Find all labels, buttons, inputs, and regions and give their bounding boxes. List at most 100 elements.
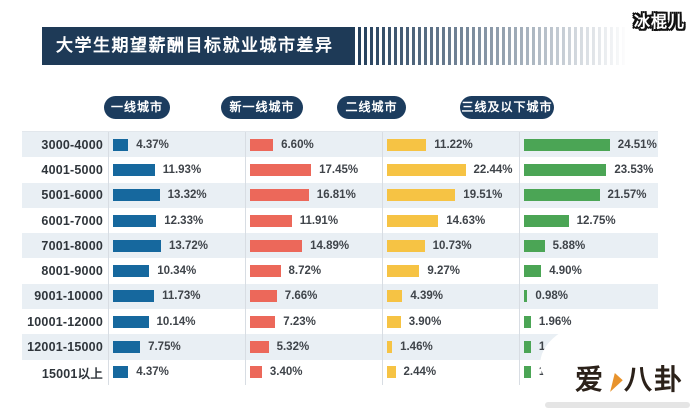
salary-range-label: 12001-15000 [27, 340, 103, 355]
percentage-bar [387, 366, 396, 379]
bar-cell: 7.66% [245, 283, 382, 310]
percentage-value: 11.93% [162, 163, 202, 176]
page-title: 大学生期望薪酬目标就业城市差异 [42, 27, 352, 65]
percentage-value: 4.39% [410, 290, 443, 303]
legend-pill-tier3-below: 三线及以下城市 [460, 96, 554, 119]
watermark-text-part1: 爱 [574, 364, 605, 395]
percentage-value: 9.27% [427, 265, 460, 278]
percentage-value: 5.32% [276, 341, 310, 354]
percentage-bar [387, 265, 420, 278]
percentage-bar [113, 189, 160, 202]
table-row: 8001-9000 10.34% 8.72% 9.27% 4.90% [22, 258, 658, 284]
salary-range-label: 5001-6000 [41, 188, 103, 203]
percentage-bar [113, 290, 155, 303]
percentage-bar [387, 138, 427, 151]
percentage-value: 0.98% [535, 290, 568, 303]
percentage-bar [250, 163, 312, 176]
bar-cell: 23.53% [519, 157, 656, 183]
percentage-bar [524, 290, 528, 303]
bar-cell: 11.73% [108, 283, 245, 310]
bar-cell: 1.46% [382, 334, 519, 360]
table-row: 3000-4000 4.37% 6.60% 11.22% 24.51% [22, 132, 658, 158]
percentage-value: 3.90% [408, 315, 442, 328]
salary-range-label: 6001-7000 [41, 213, 103, 228]
percentage-bar [250, 189, 309, 202]
table-row: 7001-8000 13.72% 14.89% 10.73% 5.88% [22, 233, 658, 259]
percentage-value: 17.45% [319, 163, 359, 176]
percentage-bar [387, 290, 403, 303]
table-row: 4001-5000 11.93% 17.45% 22.44% 23.53% [22, 157, 658, 183]
bar-cell: 8.72% [245, 258, 382, 284]
bar-cell: 1.96% [519, 309, 656, 335]
percentage-value: 23.53% [614, 163, 654, 176]
bar-cell: 4.37% [108, 132, 245, 158]
bar-cell: 2.44% [382, 359, 519, 385]
bar-cell: 4.90% [519, 258, 656, 284]
bar-cell: 12.75% [519, 207, 656, 234]
percentage-value: 2.44% [403, 366, 437, 379]
bar-cell: 9.27% [382, 258, 519, 284]
percentage-value: 11.73% [162, 290, 201, 303]
percentage-value: 4.37% [136, 366, 169, 379]
bar-cell: 10.14% [108, 309, 245, 335]
percentage-value: 22.44% [473, 163, 513, 176]
percentage-bar [387, 189, 456, 202]
bar-cell: 3.40% [245, 359, 382, 385]
percentage-bar [113, 265, 150, 278]
bar-cell: 11.91% [245, 207, 382, 234]
bar-cell: 19.51% [382, 182, 519, 208]
bar-cell: 10.73% [382, 233, 519, 259]
bar-cell: 3.90% [382, 309, 519, 335]
percentage-bar [524, 138, 610, 151]
percentage-value: 13.32% [167, 189, 207, 202]
percentage-bar [387, 239, 425, 252]
salary-range-label: 10001-12000 [27, 314, 103, 329]
bar-cell: 12.33% [108, 207, 245, 234]
percentage-value: 1.96% [538, 315, 572, 328]
percentage-value: 14.89% [310, 239, 350, 252]
salary-range-label: 9001-10000 [34, 289, 103, 304]
bar-cell: 13.72% [108, 233, 245, 259]
percentage-value: 11.22% [434, 138, 473, 151]
salary-range-label: 4001-5000 [41, 162, 103, 177]
percentage-value: 10.73% [432, 239, 472, 252]
watermark-text-part2: 八卦 [623, 364, 684, 395]
percentage-value: 11.91% [299, 214, 339, 227]
percentage-bar [387, 315, 401, 328]
bar-cell: 14.89% [245, 233, 382, 259]
percentage-bar [250, 138, 274, 151]
legend-pill-tier2: 二线城市 [337, 96, 406, 119]
gray-smudge-decoration [545, 402, 690, 408]
title-banner: 大学生期望薪酬目标就业城市差异 [42, 27, 640, 65]
percentage-value: 12.33% [164, 214, 204, 227]
percentage-value: 3.40% [269, 366, 303, 379]
percentage-bar [524, 366, 531, 379]
bar-cell: 4.37% [108, 359, 245, 385]
percentage-value: 8.72% [288, 265, 322, 278]
watermark-top-right: 冰棍儿 [633, 14, 685, 31]
bar-cell: 13.32% [108, 182, 245, 208]
bar-cell: 21.57% [519, 182, 656, 208]
bar-cell: 5.32% [245, 334, 382, 360]
percentage-value: 12.75% [576, 214, 616, 227]
bar-cell: 10.34% [108, 258, 245, 284]
percentage-value: 19.51% [463, 189, 503, 202]
table-row: 9001-10000 11.73% 7.66% 4.39% 0.98% [22, 283, 658, 310]
percentage-value: 16.81% [316, 189, 356, 202]
percentage-bar [524, 315, 531, 328]
percentage-bar [524, 341, 531, 354]
percentage-bar [387, 214, 439, 227]
percentage-bar [250, 214, 292, 227]
bar-cell: 7.23% [245, 309, 382, 335]
percentage-value: 13.72% [169, 239, 209, 252]
salary-range-label: 15001以上 [41, 366, 103, 381]
bar-cell: 4.39% [382, 283, 519, 310]
watermark-bottom-right: 爱 八卦 [575, 358, 684, 398]
percentage-bar [113, 366, 129, 379]
bar-cell: 24.51% [519, 132, 657, 158]
bar-cell: 14.63% [382, 207, 519, 234]
bar-cell: 6.60% [245, 132, 382, 158]
bar-cell: 11.22% [382, 132, 519, 158]
percentage-value: 6.60% [281, 138, 314, 151]
percentage-bar [524, 214, 569, 227]
